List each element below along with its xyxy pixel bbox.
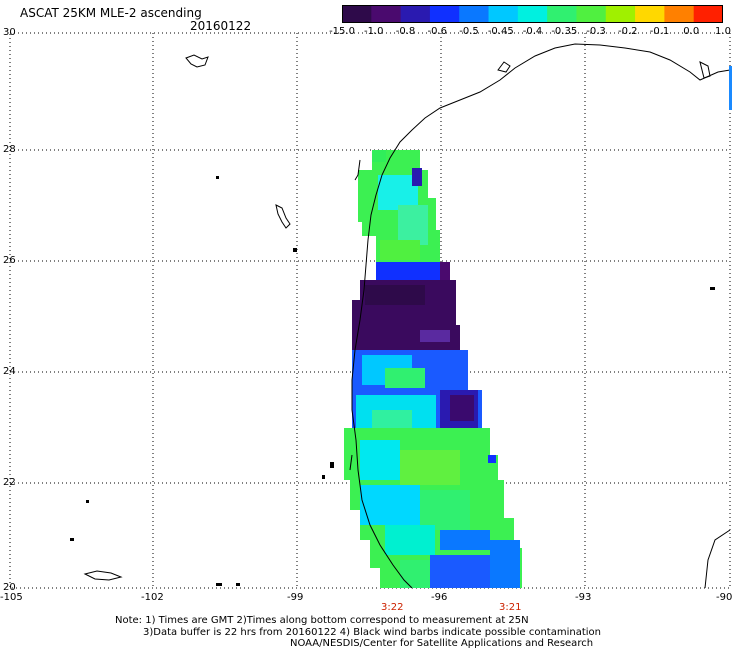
colorbar-cell — [576, 5, 607, 23]
x-label-105: -105 — [0, 592, 23, 603]
colorbar-cell — [371, 5, 402, 23]
note-line-2: 3)Data buffer is 22 hrs from 20160122 4)… — [143, 627, 601, 638]
y-label-28: 28 — [3, 144, 16, 155]
colorbar-cell — [488, 5, 519, 23]
islands — [70, 176, 715, 586]
map-date: 20160122 — [190, 19, 252, 33]
wind-swath — [344, 150, 522, 588]
colorbar-tick-label: -0.3 — [586, 26, 606, 37]
colorbar-cell — [459, 5, 490, 23]
x-label-99: -99 — [287, 592, 304, 603]
x-label-96: -96 — [431, 592, 448, 603]
edge-swath-marker — [729, 66, 732, 110]
colorbar-tick-label: -15.0 — [329, 26, 355, 37]
colorbar-tick-label: -0.2 — [617, 26, 638, 37]
colorbar-tick-label: -0.35 — [551, 26, 578, 37]
colorbar-cell — [400, 5, 431, 23]
x-label-102: -102 — [141, 592, 164, 603]
colorbar-cell — [635, 5, 665, 23]
note-line-1: Note: 1) Times are GMT 2)Times along bot… — [115, 615, 529, 626]
colorbar-cell — [517, 5, 548, 23]
y-label-26: 26 — [3, 255, 16, 266]
colorbar-tick-label: 0.0 — [683, 26, 700, 37]
colorbar-tick-label: -0.8 — [395, 26, 416, 37]
colorbar-cell — [664, 5, 695, 23]
colorbar-tick-label: -0.5 — [459, 26, 479, 37]
colorbar-tick-label: -0.45 — [487, 26, 514, 37]
y-label-20: 20 — [3, 582, 16, 593]
note-line-3: NOAA/NESDIS/Center for Satellite Applica… — [290, 638, 594, 649]
colorbar-tick-labels: -15.0 -1.0 -0.8 -0.6 -0.5 -0.45 -0.4 -0.35 -0.3-… — [328, 26, 738, 40]
plot-frame — [9, 32, 731, 589]
colorbar-cell — [605, 5, 636, 23]
colorbar — [342, 5, 723, 23]
y-label-22: 22 — [3, 477, 16, 488]
colorbar-tick-label: -0.6 — [427, 26, 448, 37]
pass-time-east: 3:21 — [499, 602, 522, 613]
pass-time-west: 3:22 — [381, 602, 404, 613]
colorbar-tick-label: -1.0 — [363, 26, 384, 37]
colorbar-cell — [547, 5, 578, 23]
x-label-93: -93 — [575, 592, 592, 603]
gridlines — [10, 33, 730, 588]
colorbar-cell — [342, 5, 372, 23]
colorbar-tick-label: -0.1 — [649, 26, 670, 37]
x-label-90: -90 — [716, 592, 733, 603]
y-label-30: 30 — [3, 27, 16, 38]
map-title: ASCAT 25KM MLE-2 ascending — [20, 6, 202, 20]
colorbar-cell — [693, 5, 723, 23]
colorbar-tick-label: 1.0 — [715, 26, 731, 37]
colorbar-tick-label: -0.4 — [522, 26, 543, 37]
y-label-24: 24 — [3, 366, 16, 377]
colorbar-cell — [429, 5, 460, 23]
coastline — [83, 43, 731, 589]
